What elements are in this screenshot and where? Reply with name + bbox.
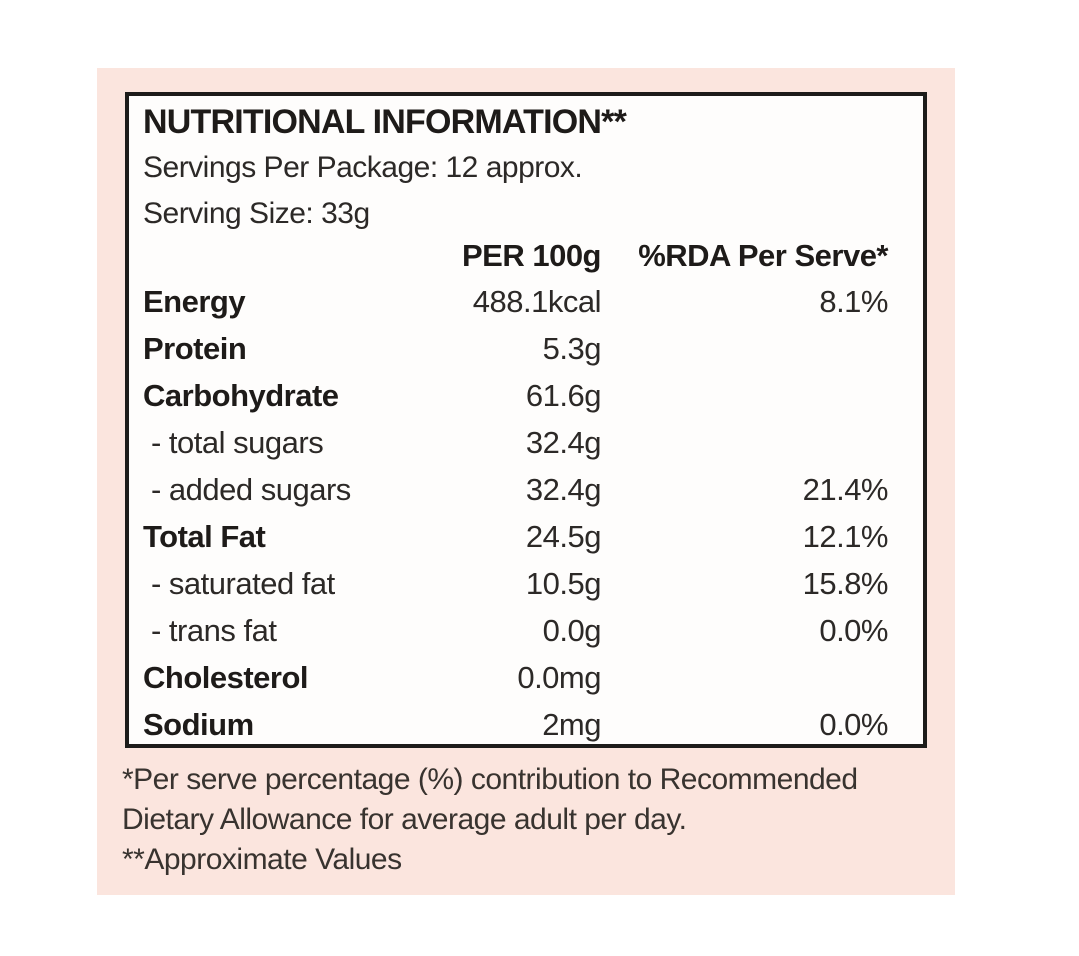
table-row-protein: Protein 5.3g: [143, 325, 888, 372]
table-row-added-sugars: - added sugars 32.4g 21.4%: [143, 466, 889, 513]
value-per-100g: 32.4g: [525, 472, 602, 507]
value-per-100g: 2mg: [542, 707, 601, 742]
column-header-per-100g: PER 100g: [461, 238, 602, 273]
servings-per-package: Servings Per Package: 12 approx.: [143, 151, 583, 184]
value-per-100g: 0.0mg: [517, 660, 601, 695]
value-per-100g: 24.5g: [525, 519, 602, 554]
footnotes: *Per serve percentage (%) contribution t…: [122, 760, 942, 880]
nutrient-name: - total sugars: [151, 425, 324, 460]
footnote-approximate-values: **Approximate Values: [122, 843, 402, 876]
nutrient-name: Carbohydrate: [143, 378, 339, 413]
column-header-rda-per-serve: %RDA Per Serve*: [638, 238, 888, 273]
table-row-saturated-fat: - saturated fat 10.5g 15.8%: [143, 560, 889, 607]
table-row-energy: Energy 488.1kcal 8.1%: [143, 278, 889, 325]
serving-size: Serving Size: 33g: [143, 197, 370, 230]
nutrition-facts-box: NUTRITIONAL INFORMATION** Servings Per P…: [125, 92, 927, 748]
nutrient-table: Energy 488.1kcal 8.1% Protein 5.3g Carbo…: [143, 278, 889, 748]
value-per-100g: 32.4g: [525, 425, 602, 460]
nutrient-name: Energy: [143, 284, 246, 319]
nutrient-name: - added sugars: [151, 472, 351, 507]
nutrition-title: NUTRITIONAL INFORMATION**: [143, 103, 627, 141]
table-row-carbohydrate: Carbohydrate 61.6g: [143, 372, 888, 419]
value-rda: 0.0%: [819, 707, 888, 742]
table-row-total-sugars: - total sugars 32.4g: [143, 419, 888, 466]
table-row-sodium: Sodium 2mg 0.0%: [143, 701, 889, 748]
value-rda: 21.4%: [802, 472, 889, 507]
table-row-cholesterol: Cholesterol 0.0mg: [143, 654, 888, 701]
nutrient-name: - trans fat: [151, 613, 277, 648]
footnote-rda-line-2: Dietary Allowance for average adult per …: [122, 803, 687, 836]
nutrition-panel: NUTRITIONAL INFORMATION** Servings Per P…: [97, 68, 955, 895]
value-per-100g: 488.1kcal: [472, 284, 602, 319]
value-per-100g: 61.6g: [525, 378, 602, 413]
value-rda: 0.0%: [819, 613, 888, 648]
nutrient-name: Cholesterol: [143, 660, 309, 695]
nutrient-name: Total Fat: [143, 519, 266, 554]
nutrient-name: Sodium: [143, 707, 254, 742]
nutrient-name: Protein: [143, 331, 247, 366]
value-rda: 15.8%: [802, 566, 889, 601]
footnote-rda-line-1: *Per serve percentage (%) contribution t…: [122, 763, 858, 796]
column-headers: PER 100g %RDA Per Serve*: [143, 236, 889, 276]
value-per-100g: 5.3g: [542, 331, 602, 366]
value-rda: 12.1%: [802, 519, 889, 554]
table-row-trans-fat: - trans fat 0.0g 0.0%: [143, 607, 889, 654]
table-row-total-fat: Total Fat 24.5g 12.1%: [143, 513, 889, 560]
nutrient-name: - saturated fat: [151, 566, 335, 601]
value-per-100g: 0.0g: [542, 613, 602, 648]
value-per-100g: 10.5g: [525, 566, 602, 601]
value-rda: 8.1%: [819, 284, 888, 319]
